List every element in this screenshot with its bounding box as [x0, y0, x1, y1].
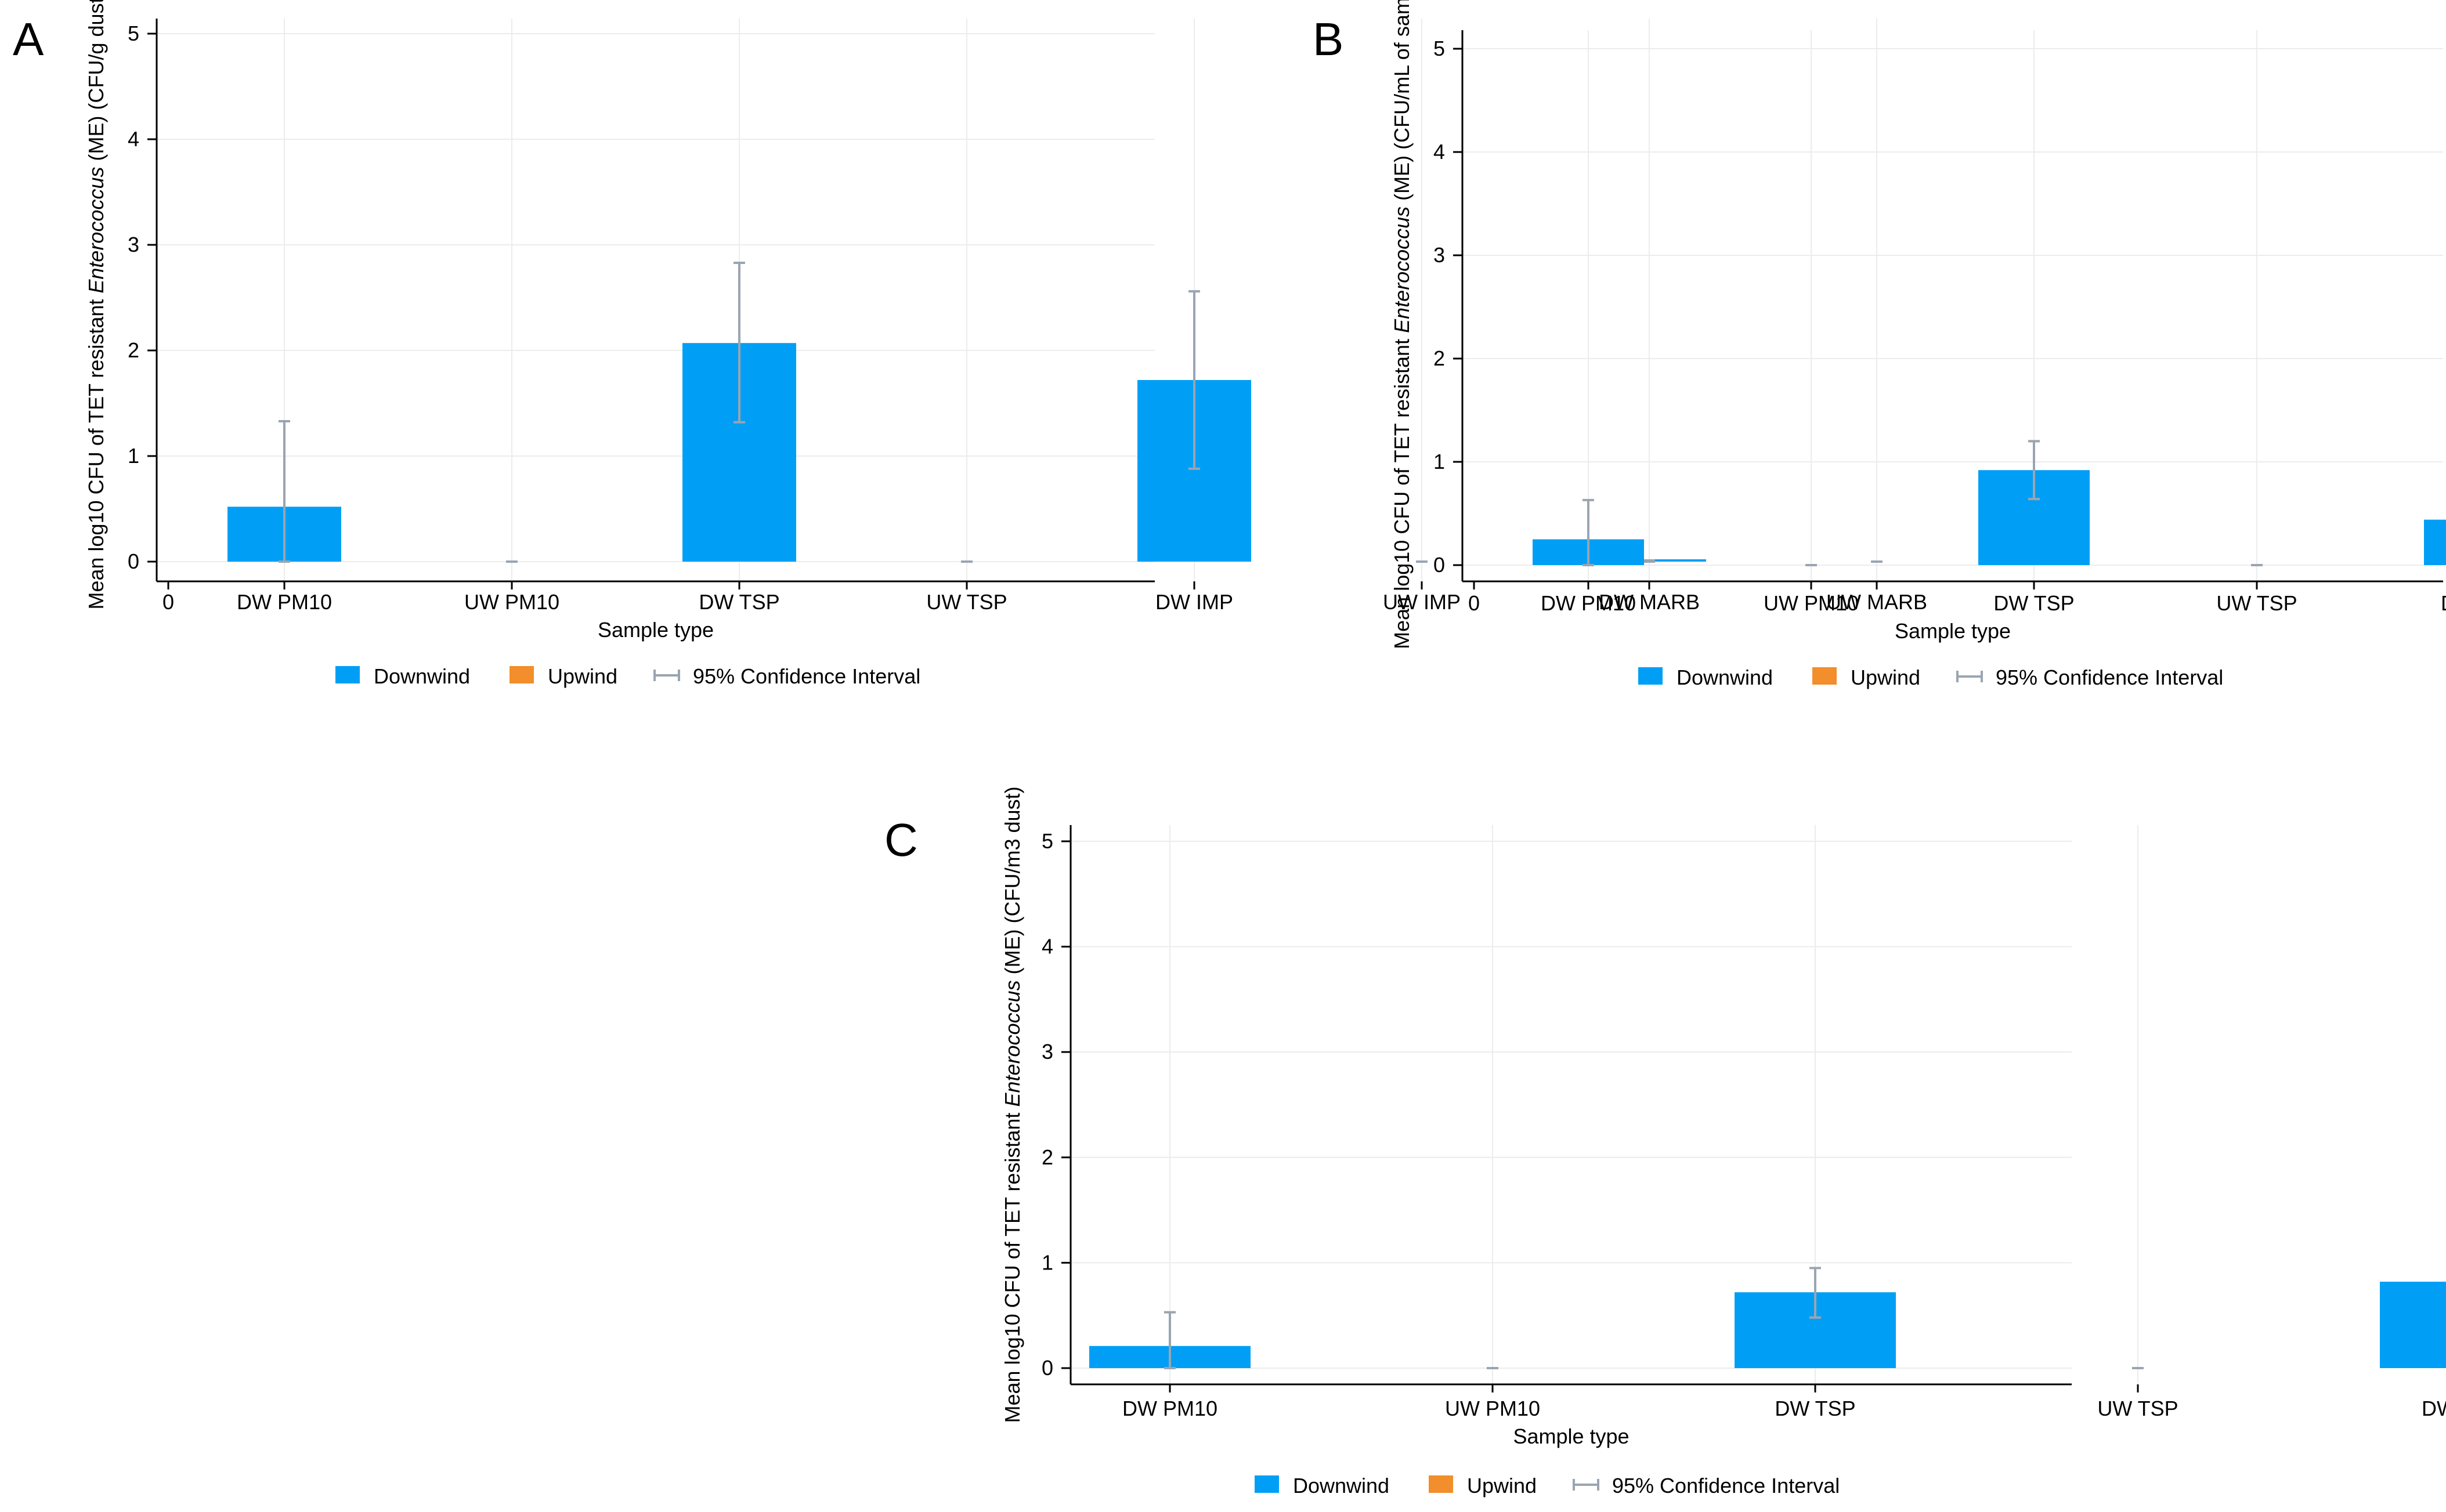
legend-label-upwind: Upwind	[1467, 1474, 1537, 1497]
x-tick-label: UW TSP	[2097, 1397, 2178, 1420]
y-axis-title-prefix: Mean log10 CFU of TET resistant	[1000, 1107, 1024, 1423]
x-tick-label: DW IMP	[2441, 591, 2446, 615]
y-tick-label: 2	[1042, 1145, 1053, 1169]
y-tick-label: 3	[1433, 243, 1445, 267]
y-tick-label: 2	[128, 338, 139, 362]
legend-label-ci: 95% Confidence Interval	[1612, 1474, 1840, 1497]
x-tick-label: DW PM10	[1122, 1397, 1217, 1420]
bar	[2424, 519, 2446, 565]
x-tick-label: UW PM10	[464, 590, 559, 614]
y-axis-title: Mean log10 CFU of TET resistant Enteroco…	[84, 0, 108, 610]
y-tick-label: 4	[128, 127, 139, 151]
y-axis-title-prefix: Mean log10 CFU of TET resistant	[84, 294, 108, 610]
legend-label-upwind: Upwind	[548, 664, 617, 688]
x-tick-label: DW IMP	[1155, 590, 1233, 614]
y-tick-label: 1	[1433, 450, 1445, 473]
y-axis-title-genus: Enterococcus	[84, 167, 108, 294]
y-tick-label: 1	[128, 444, 139, 468]
legend-swatch-upwind	[1812, 667, 1837, 685]
legend-swatch-upwind	[1429, 1475, 1453, 1493]
legend-swatch-downwind	[335, 666, 360, 683]
y-axis-title-prefix: Mean log10 CFU of TET resistant	[1390, 333, 1414, 649]
y-axis-title-suffix: (ME) (CFU/m3 dust)	[1000, 786, 1024, 980]
y-tick-label: 0	[128, 549, 139, 573]
panel-letter: C	[884, 814, 918, 866]
x-tick-label: UW MARB	[1826, 590, 1927, 614]
y-tick-label: 5	[1042, 829, 1053, 853]
x-axis-title: Sample type	[1895, 619, 2011, 643]
y-axis-title-genus: Enterococcus	[1390, 207, 1414, 333]
legend-label-downwind: Downwind	[1293, 1474, 1389, 1497]
y-tick-label: 4	[1433, 140, 1445, 164]
x-axis-title: Sample type	[598, 618, 714, 642]
y-axis-title: Mean log10 CFU of TET resistant Enteroco…	[1000, 786, 1024, 1423]
y-tick-label: 2	[1433, 346, 1445, 370]
y-tick-label: 1	[1042, 1250, 1053, 1274]
legend-swatch-downwind	[1255, 1475, 1279, 1493]
legend-swatch-downwind	[1638, 667, 1663, 685]
x-tick-label: DW TSP	[1775, 1397, 1855, 1420]
y-tick-label: 5	[128, 21, 139, 45]
y-tick-label: 0	[1042, 1356, 1053, 1380]
legend-label-ci: 95% Confidence Interval	[693, 664, 920, 688]
panel-letter: A	[13, 13, 44, 65]
legend: Downwind Upwind 95% Confidence Interval	[1638, 665, 2223, 689]
legend-label-downwind: Downwind	[374, 664, 470, 688]
y-axis-title-genus: Enterococcus	[1000, 981, 1024, 1107]
panel-letter: B	[1313, 13, 1343, 65]
legend-label-upwind: Upwind	[1851, 665, 1920, 689]
x-tick-label: UW PM10	[1764, 591, 1859, 615]
x-zero-tick-label: 0	[1468, 591, 1480, 615]
y-tick-label: 3	[1042, 1040, 1053, 1064]
legend-label-ci: 95% Confidence Interval	[1996, 665, 2223, 689]
x-tick-label: DW TSP	[699, 590, 779, 614]
y-axis-title-suffix: (ME) (CFU/g dust)	[84, 0, 108, 167]
chart-panel-a: A 0 1 2 3 4 5 0 DW PM10 UW PM10 DW TSP UW TSP DW IMP…	[13, 0, 1927, 688]
y-axis-title: Mean log10 CFU of TET resistant Enteroco…	[1390, 0, 1414, 649]
x-tick-label: UW TSP	[2216, 591, 2297, 615]
bar	[2380, 1282, 2446, 1368]
x-tick-label: DW TSP	[1993, 591, 2074, 615]
x-tick-label: UW PM10	[1445, 1397, 1540, 1420]
legend: Downwind Upwind 95% Confidence Interval	[1255, 1474, 1840, 1497]
y-tick-label: 3	[128, 233, 139, 256]
y-axis-title-suffix: (ME) (CFU/mL of sample)	[1390, 0, 1414, 207]
x-tick-label: UW IMP	[1383, 590, 1461, 614]
y-tick-label: 5	[1433, 37, 1445, 60]
y-tick-label: 4	[1042, 935, 1053, 958]
chart-panel-b: B 0 1 2 3 4 5 0 DW PM10 UW PM10 DW TSP UW TSP DW IMP…	[1313, 0, 2446, 689]
x-tick-label: DW PM10	[1541, 591, 1636, 615]
chart-panel-c: C 0 1 2 3 4 5 DW PM10 UW PM10 DW TSP UW TSP DW IMP U…	[884, 786, 2446, 1497]
x-tick-label: DW PM10	[237, 590, 332, 614]
x-zero-tick-label: 0	[162, 590, 174, 614]
x-tick-label: DW IMP	[2422, 1397, 2446, 1420]
x-tick-label: UW TSP	[926, 590, 1007, 614]
x-axis-title: Sample type	[1513, 1424, 1629, 1448]
legend-label-downwind: Downwind	[1677, 665, 1773, 689]
legend-swatch-upwind	[510, 666, 534, 683]
x-tick-label: DW MARB	[1599, 590, 1700, 614]
y-tick-label: 0	[1433, 553, 1445, 577]
legend: Downwind Upwind 95% Confidence Interval	[335, 664, 920, 688]
